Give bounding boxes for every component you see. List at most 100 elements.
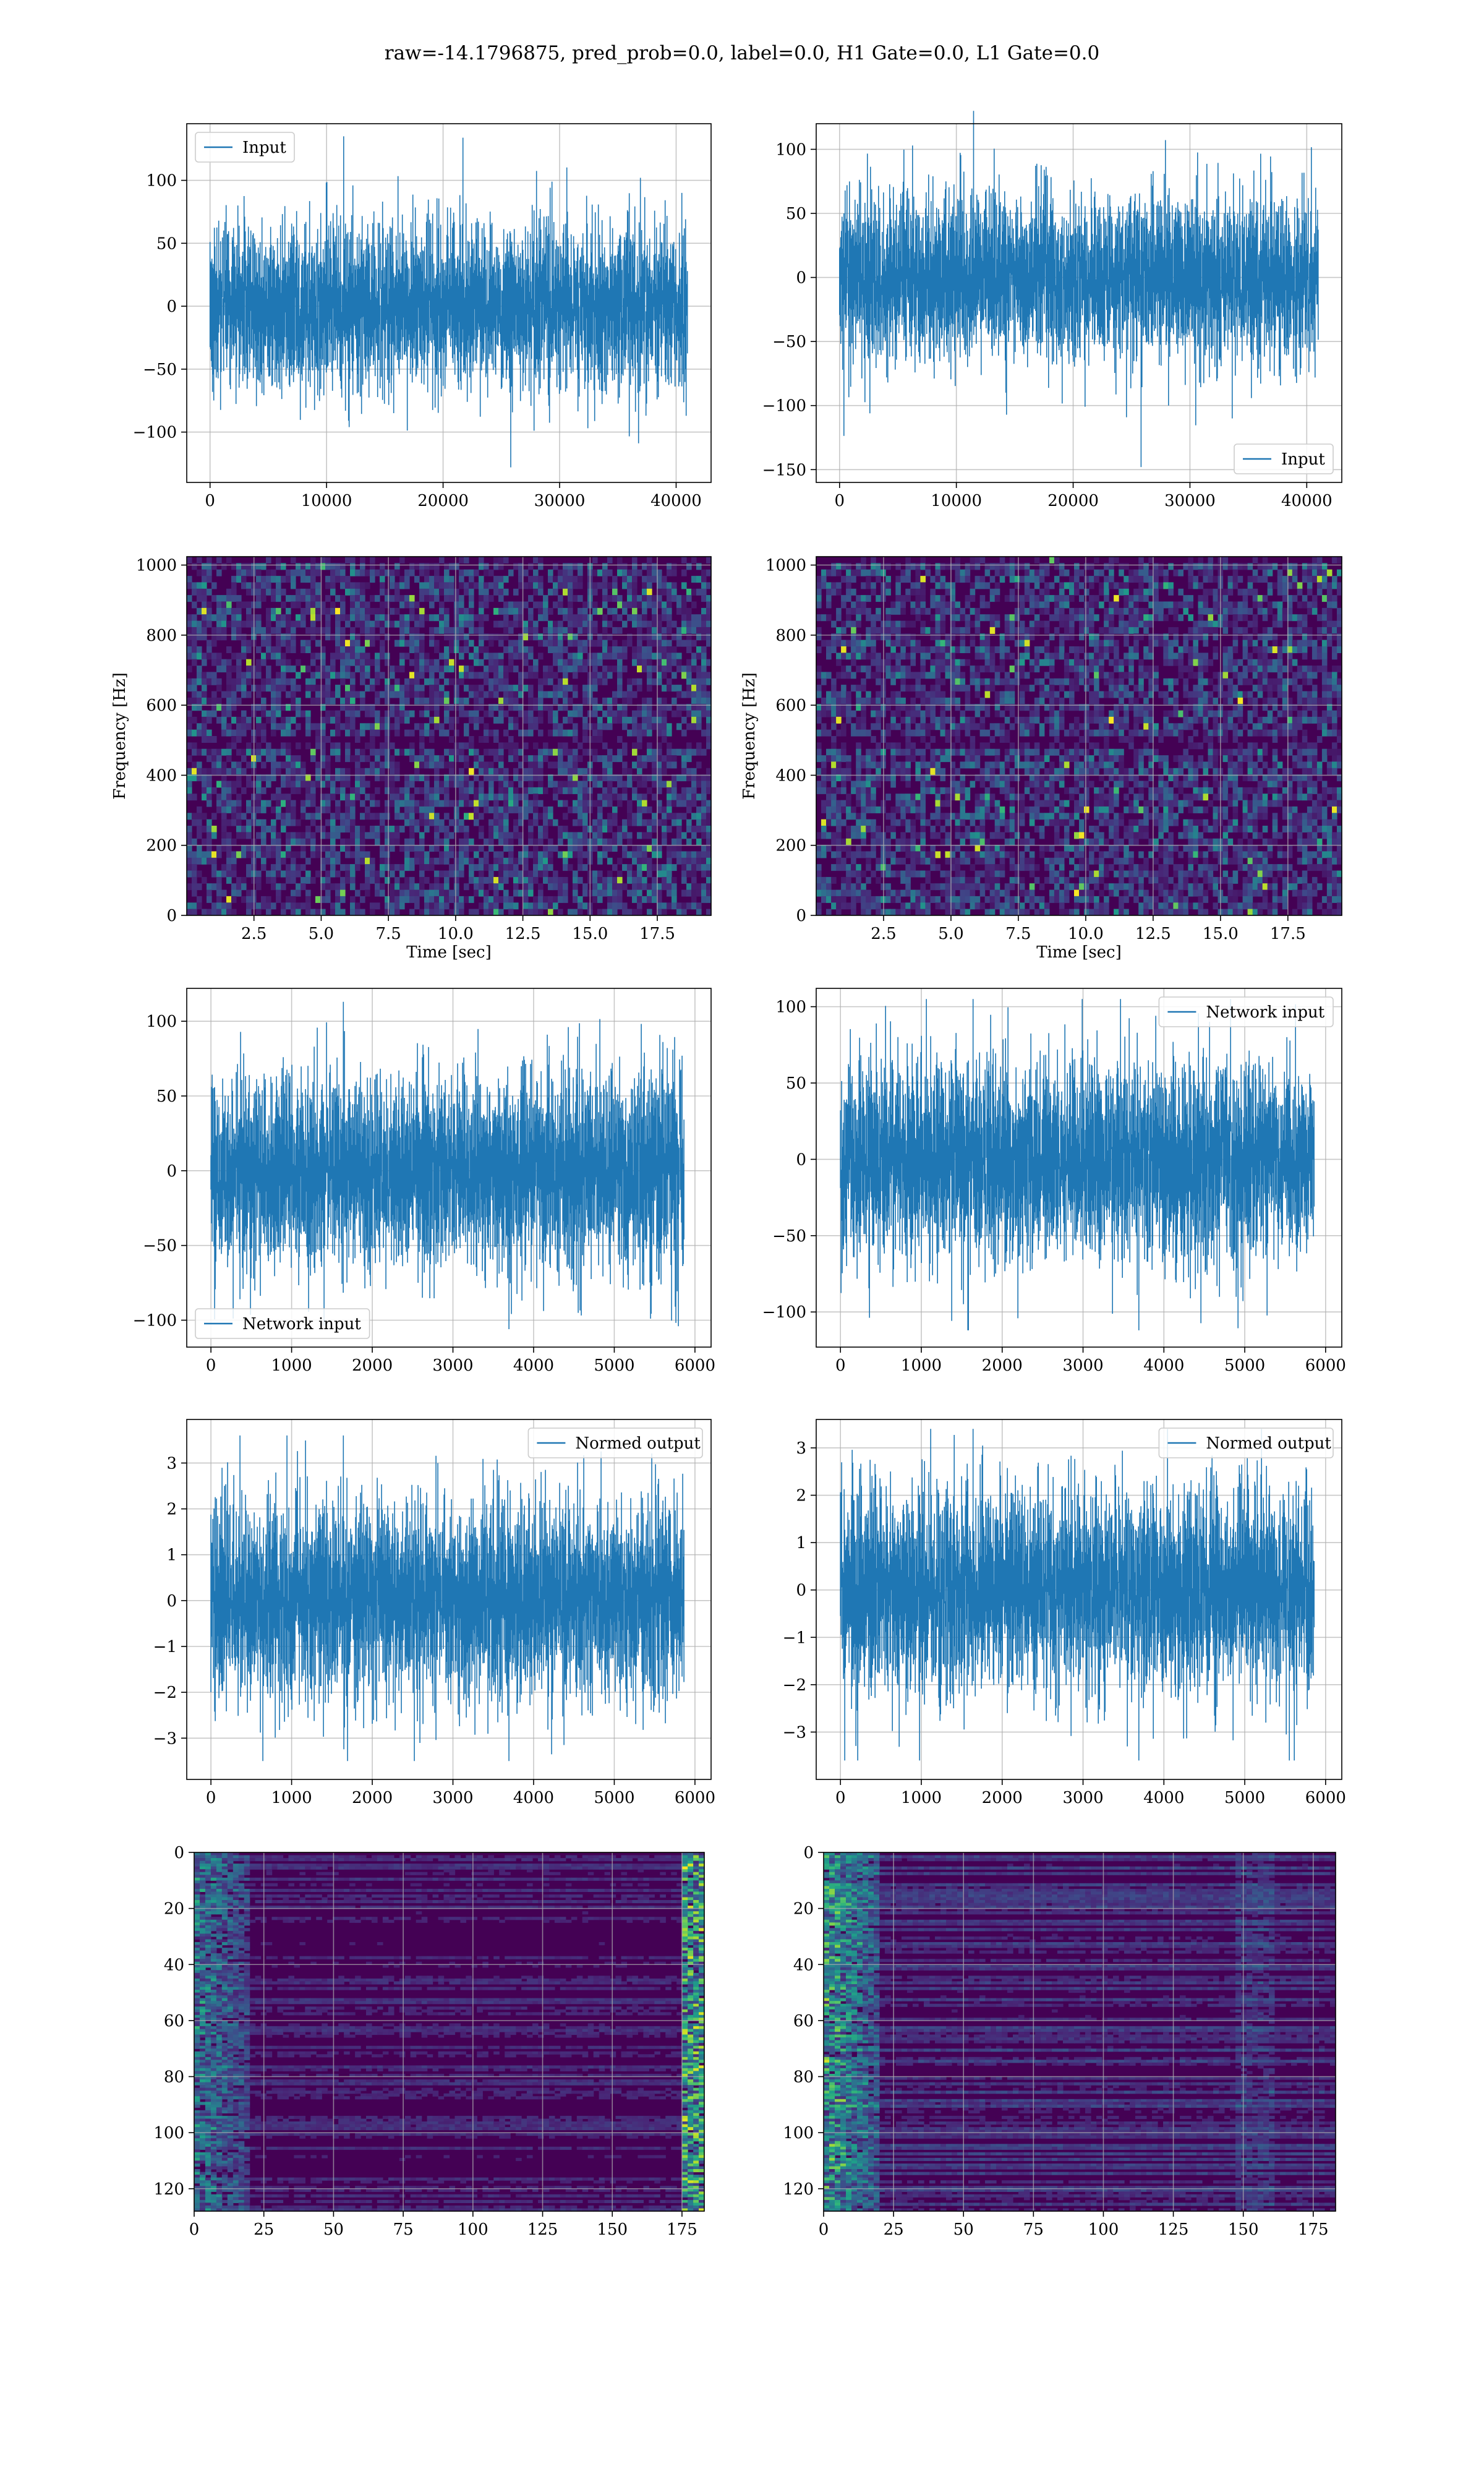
x-tick-label: 40000 — [650, 492, 702, 510]
x-tick-label: 5000 — [1224, 1356, 1265, 1375]
x-tick-label: 4000 — [513, 1356, 554, 1375]
y-tick-label: 1000 — [136, 557, 177, 575]
x-tick-label: 17.5 — [1270, 925, 1306, 943]
legend-box — [195, 1308, 370, 1339]
l1-normed-output-panel: 0 1000 2000 3000 4000 5000 6000 −3 −2 −1 0 1 2 3 Norme… — [783, 1419, 1346, 1807]
x-tick-label: 1000 — [901, 1789, 942, 1807]
y-tick-label: 100 — [153, 2124, 184, 2142]
y-tick-label: 400 — [146, 766, 177, 785]
y-tick-label: 50 — [156, 1087, 177, 1106]
x-tick-label: 1000 — [271, 1356, 312, 1375]
x-tick-label: 6000 — [1305, 1789, 1346, 1807]
y-tick-label: 2 — [166, 1500, 177, 1519]
y-tick-label: 0 — [803, 1844, 814, 1862]
x-tick-label: 4000 — [1143, 1356, 1184, 1375]
x-tick-label: 30000 — [534, 492, 586, 510]
x-tick-label: 2000 — [982, 1356, 1023, 1375]
x-tick-label: 3000 — [1062, 1356, 1103, 1375]
legend-box — [1234, 443, 1334, 474]
x-tick-label: 1000 — [901, 1356, 942, 1375]
x-tick-label: 5000 — [1224, 1789, 1265, 1807]
y-tick-label: 100 — [146, 1012, 177, 1031]
x-tick-label: 10000 — [931, 492, 982, 510]
y-tick-label: 3 — [796, 1439, 806, 1458]
x-tick-label: 0 — [205, 492, 215, 510]
x-tick-label: 5000 — [594, 1789, 634, 1807]
h1-normed-output-frame — [186, 1419, 712, 1780]
y-tick-label: 0 — [166, 297, 177, 316]
x-tick-label: 17.5 — [639, 925, 675, 943]
l1-feature-map-frame — [823, 1852, 1336, 2212]
x-tick-label: 12.5 — [505, 925, 541, 943]
y-tick-label: 0 — [796, 1582, 806, 1600]
x-tick-label: 2000 — [352, 1356, 393, 1375]
x-tick-label: 10000 — [301, 492, 352, 510]
y-tick-label: −3 — [783, 1723, 806, 1742]
y-tick-label: 1 — [796, 1534, 806, 1552]
x-tick-label: 10.0 — [1068, 925, 1104, 943]
x-tick-label: 3000 — [1062, 1789, 1103, 1807]
y-tick-label: −100 — [762, 1303, 806, 1322]
y-tick-label: 200 — [775, 837, 806, 855]
x-tick-label: 150 — [597, 2220, 628, 2239]
l1-network-input-frame — [816, 988, 1342, 1348]
x-tick-label: 0 — [206, 1356, 216, 1375]
y-tick-label: −3 — [153, 1729, 177, 1748]
y-tick-label: 800 — [775, 627, 806, 645]
y-tick-label: 0 — [166, 907, 177, 925]
x-tick-label: 75 — [393, 2220, 414, 2239]
x-tick-label: 3000 — [432, 1356, 473, 1375]
x-tick-label: 175 — [667, 2220, 697, 2239]
y-tick-label: 20 — [164, 1900, 184, 1919]
x-tick-label: 3000 — [432, 1789, 473, 1807]
legend-label: Network input — [242, 1315, 361, 1333]
x-tick-label: 30000 — [1164, 492, 1216, 510]
legend: Input — [195, 132, 295, 163]
legend-box — [1158, 996, 1334, 1027]
x-tick-label: 125 — [1158, 2220, 1189, 2239]
legend-label: Network input — [1206, 1003, 1324, 1022]
h1-feature-map-frame — [194, 1852, 705, 2212]
x-tick-label: 5.0 — [309, 925, 334, 943]
y-tick-label: −100 — [133, 1312, 177, 1330]
x-tick-label: 12.5 — [1135, 925, 1171, 943]
series-line-normed-output — [840, 1429, 1315, 1761]
y-tick-label: −2 — [783, 1676, 806, 1695]
x-tick-label: 0 — [835, 492, 845, 510]
y-tick-label: −50 — [143, 361, 177, 379]
x-tick-label: 75 — [1023, 2220, 1044, 2239]
series-line-normed-output — [210, 1435, 684, 1761]
h1-network-input-frame — [186, 988, 712, 1348]
legend: Normed output — [1158, 1427, 1334, 1458]
legend-label: Normed output — [575, 1434, 701, 1453]
y-tick-label: −150 — [762, 461, 806, 479]
y-tick-label: 400 — [775, 766, 806, 785]
x-tick-label: 10.0 — [438, 925, 474, 943]
l1-network-input-panel: 0 1000 2000 3000 4000 5000 6000 −100 −50 0 50 100 Ne… — [762, 988, 1346, 1375]
y-tick-label: −1 — [153, 1638, 177, 1656]
y-tick-label: 0 — [796, 1150, 806, 1169]
legend: Network input — [1158, 996, 1334, 1027]
legend: Network input — [195, 1308, 370, 1339]
x-tick-label: 2.5 — [241, 925, 267, 943]
x-tick-label: 4000 — [1143, 1789, 1184, 1807]
y-tick-label: 100 — [775, 998, 806, 1017]
y-tick-label: 0 — [796, 907, 806, 925]
l1-input-frame — [816, 123, 1342, 483]
legend-label: Normed output — [1206, 1434, 1331, 1453]
y-tick-label: 600 — [146, 696, 177, 715]
x-tick-label: 6000 — [1305, 1356, 1346, 1375]
y-tick-label: 800 — [146, 627, 177, 645]
x-tick-label: 175 — [1298, 2220, 1329, 2239]
h1-feature-map-panel: 0 25 50 75 100 125 150 175 0 20 40 60 80 100 120 — [153, 1844, 705, 2239]
y-tick-label: −50 — [772, 1227, 806, 1246]
x-tick-label: 6000 — [675, 1356, 715, 1375]
h1-input-panel: 0 10000 20000 30000 40000 −100 −50 0 50 100 Input — [133, 123, 712, 510]
y-tick-label: 40 — [164, 1956, 184, 1974]
legend-box — [1158, 1427, 1334, 1458]
x-tick-label: 15.0 — [572, 925, 608, 943]
y-tick-label: −2 — [153, 1684, 177, 1702]
l1-input-panel: 0 10000 20000 30000 40000 −150 −100 −50 0 50 100 In… — [762, 111, 1342, 510]
x-tick-label: 6000 — [675, 1789, 715, 1807]
y-tick-label: 0 — [166, 1162, 177, 1181]
